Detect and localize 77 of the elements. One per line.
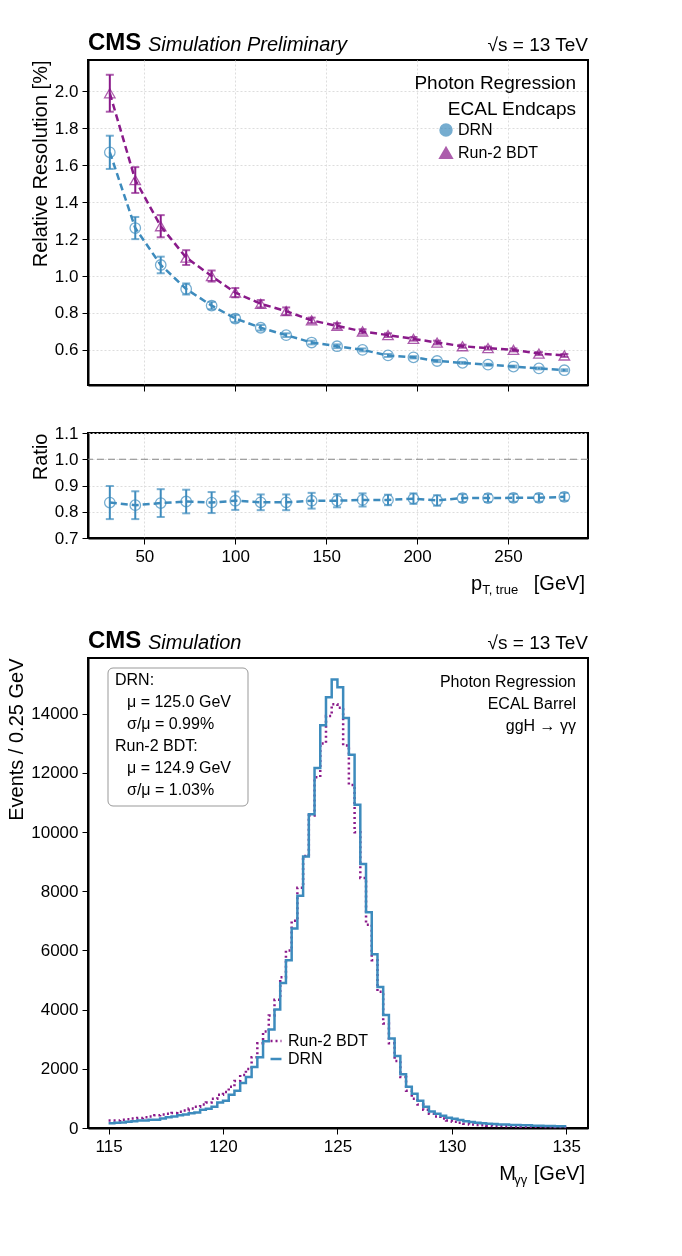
y-tick-label: 2.0 bbox=[54, 81, 79, 101]
annotation: ECAL Endcaps bbox=[447, 98, 576, 119]
y-tick-label: 1.6 bbox=[54, 155, 79, 175]
y-tick-label: 8000 bbox=[40, 881, 79, 901]
legend-label: DRN bbox=[288, 1050, 323, 1067]
x-tick-label: 150 bbox=[312, 546, 341, 566]
annotation: Photon Regression bbox=[439, 673, 576, 690]
annotation: μ = 125.0 GeV bbox=[127, 693, 232, 710]
point bbox=[180, 252, 193, 263]
x-tick-label: 120 bbox=[209, 1136, 238, 1156]
annotation: Run-2 BDT: bbox=[115, 737, 198, 754]
point bbox=[205, 496, 218, 509]
y-tick-label: 6000 bbox=[40, 940, 79, 960]
point bbox=[482, 358, 494, 371]
y-tick-label: 1.2 bbox=[54, 229, 79, 249]
y-tick-label: 0.7 bbox=[54, 528, 79, 548]
annotation: Photon Regression bbox=[414, 72, 576, 93]
y-axis-title: Relative Resolution [%] bbox=[28, 60, 51, 268]
point bbox=[103, 88, 116, 99]
annotation: DRN: bbox=[115, 671, 155, 688]
text: √s = 13 TeV bbox=[487, 34, 589, 55]
y-tick-label: 1.1 bbox=[54, 423, 79, 443]
point bbox=[533, 362, 545, 375]
x-tick-label: 100 bbox=[221, 546, 250, 566]
text: √s = 13 TeV bbox=[487, 632, 589, 653]
chart-subtitle: Simulation bbox=[148, 631, 242, 653]
y-tick-label: 1.8 bbox=[54, 118, 79, 138]
point bbox=[456, 356, 469, 369]
y-tick-label: 10000 bbox=[31, 822, 79, 842]
point bbox=[558, 364, 571, 377]
legend-label: Run-2 BDT bbox=[458, 144, 539, 161]
y-tick-label: 0 bbox=[69, 1118, 79, 1138]
point bbox=[407, 351, 420, 364]
point bbox=[154, 497, 167, 509]
y-axis-title: Ratio bbox=[28, 433, 51, 481]
point bbox=[129, 499, 142, 512]
chart-title: CMS bbox=[88, 626, 142, 653]
point bbox=[229, 494, 242, 507]
x-tick-label: 125 bbox=[323, 1136, 353, 1156]
annotation: σ/μ = 0.99% bbox=[127, 715, 215, 732]
y-tick-label: 1.4 bbox=[54, 192, 79, 212]
y-tick-label: 0.6 bbox=[54, 340, 79, 360]
y-axis-title: Events / 0.25 GeV bbox=[5, 657, 28, 821]
point bbox=[180, 495, 193, 508]
point bbox=[382, 349, 394, 362]
x-tick-label: 135 bbox=[552, 1136, 581, 1156]
x-tick-label: 200 bbox=[403, 546, 432, 566]
point bbox=[103, 146, 116, 159]
point bbox=[154, 259, 167, 271]
y-tick-label: 4000 bbox=[40, 1000, 79, 1020]
chart-subtitle: Simulation Preliminary bbox=[148, 33, 348, 55]
x-tick-label: 130 bbox=[438, 1136, 467, 1156]
legend-label: DRN bbox=[458, 121, 493, 138]
chart-title: CMS bbox=[88, 28, 142, 55]
x-tick-label: 50 bbox=[135, 546, 155, 566]
point bbox=[507, 360, 520, 373]
annotation: ggH → γγ bbox=[505, 717, 576, 734]
y-tick-label: 2000 bbox=[40, 1059, 79, 1079]
point bbox=[129, 222, 142, 234]
y-tick-label: 0.8 bbox=[54, 303, 79, 323]
annotation: σ/μ = 1.03% bbox=[127, 781, 215, 798]
y-tick-label: 0.9 bbox=[54, 476, 79, 495]
point bbox=[103, 496, 116, 509]
y-tick-label: 0.8 bbox=[54, 502, 79, 522]
point bbox=[305, 494, 318, 507]
y-tick-label: 14000 bbox=[31, 704, 79, 724]
point bbox=[154, 221, 167, 232]
x-tick-label: 115 bbox=[95, 1136, 123, 1156]
annotation: μ = 124.9 GeV bbox=[127, 759, 232, 776]
x-tick-label: 250 bbox=[494, 546, 523, 566]
annotation: ECAL Barrel bbox=[487, 695, 576, 712]
legend-label: Run-2 BDT bbox=[288, 1032, 369, 1049]
y-tick-label: 12000 bbox=[31, 763, 79, 783]
point bbox=[129, 174, 142, 186]
y-tick-label: 1.0 bbox=[54, 449, 79, 469]
point bbox=[280, 329, 293, 342]
y-tick-label: 1.0 bbox=[54, 266, 79, 286]
